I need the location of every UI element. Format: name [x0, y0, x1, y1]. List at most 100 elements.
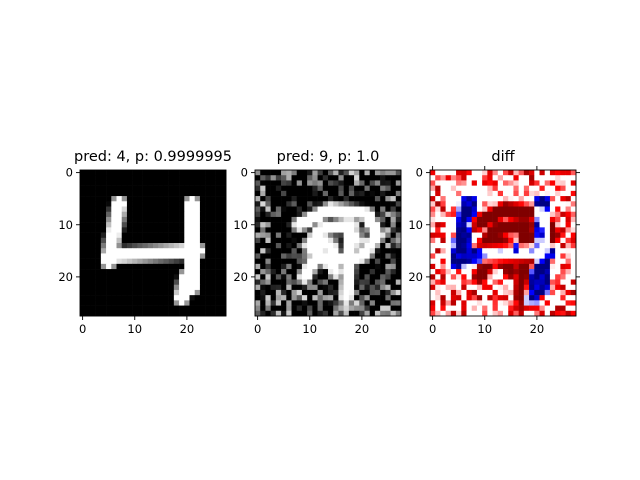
adversarial-pixel: [359, 206, 365, 213]
adversarial-pixel: [374, 180, 381, 186]
original-pixel: [111, 175, 117, 181]
diff-pixel: [523, 206, 530, 213]
original-pixel: [173, 248, 180, 254]
adversarial-pixel: [265, 295, 271, 301]
adversarial-pixel: [265, 289, 271, 296]
original-pixel: [153, 289, 159, 296]
diff-pixel: [482, 263, 488, 270]
adversarial-pixel: [307, 185, 313, 192]
original-pixel: [100, 310, 107, 317]
original-pixel: [90, 170, 96, 176]
original-pixel: [168, 300, 175, 306]
diff-pixel: [518, 248, 525, 254]
original-pixel: [173, 196, 180, 202]
adversarial-pixel: [354, 222, 360, 228]
adversarial-pixel: [260, 284, 266, 291]
original-pixel: [80, 279, 86, 286]
adversarial-pixel: [301, 237, 308, 244]
adversarial-pixel: [380, 180, 386, 186]
x-tick-label: 0: [79, 322, 86, 336]
adversarial-pixel: [374, 206, 381, 213]
diff-pixel: [497, 300, 504, 306]
diff-pixel: [487, 279, 493, 286]
diff-pixel: [466, 196, 473, 202]
original-pixel: [189, 263, 196, 270]
diff-pixel: [430, 243, 436, 249]
adversarial-pixel: [255, 279, 261, 286]
original-pixel: [189, 248, 196, 254]
diff-pixel: [570, 206, 577, 213]
adversarial-pixel: [338, 180, 344, 186]
original-pixel: [85, 295, 91, 301]
original-pixel: [210, 190, 216, 197]
original-pixel: [95, 263, 102, 270]
original-pixel: [85, 227, 91, 233]
original-pixel: [147, 211, 154, 218]
diff-pixel: [450, 201, 457, 207]
diff-pixel: [471, 269, 478, 275]
y-tick-label: 10: [58, 218, 73, 232]
adversarial-pixel: [380, 243, 386, 249]
adversarial-pixel: [265, 237, 271, 244]
adversarial-pixel: [385, 170, 391, 176]
adversarial-pixel: [281, 284, 287, 291]
diff-pixel: [503, 232, 509, 239]
diff-pixel: [518, 305, 525, 312]
original-pixel: [116, 216, 123, 223]
adversarial-pixel: [328, 216, 334, 223]
adversarial-pixel: [265, 170, 271, 176]
adversarial-pixel: [275, 253, 282, 259]
diff-pixel: [518, 227, 525, 233]
original-pixel: [116, 175, 123, 181]
original-pixel: [116, 248, 123, 254]
adversarial-pixel: [291, 258, 298, 265]
diff-pixel: [476, 248, 483, 254]
adversarial-pixel: [348, 211, 355, 218]
original-pixel: [189, 185, 196, 192]
adversarial-pixel: [296, 175, 303, 181]
adversarial-pixel: [369, 237, 376, 244]
adversarial-pixel: [380, 170, 386, 176]
diff-pixel: [456, 243, 462, 249]
original-pixel: [158, 170, 164, 176]
adversarial-pixel: [395, 232, 402, 239]
diff-pixel: [549, 258, 556, 265]
adversarial-pixel: [390, 279, 397, 286]
adversarial-pixel: [265, 232, 271, 239]
diff-pixel: [471, 196, 478, 202]
diff-pixel: [492, 253, 499, 259]
original-pixel: [132, 180, 138, 186]
original-pixel: [210, 185, 216, 192]
diff-pixel: [539, 258, 546, 265]
original-pixel: [95, 274, 102, 280]
original-pixel: [142, 201, 149, 207]
diff-pixel: [549, 243, 556, 249]
diff-pixel: [518, 300, 525, 306]
adversarial-pixel: [385, 216, 391, 223]
original-pixel: [215, 196, 222, 202]
original-pixel: [205, 227, 211, 233]
original-pixel: [205, 211, 211, 218]
adversarial-pixel: [265, 206, 271, 213]
adversarial-pixel: [348, 253, 355, 259]
adversarial-pixel: [301, 170, 308, 176]
adversarial-pixel: [354, 232, 360, 239]
adversarial-pixel: [296, 289, 303, 296]
original-pixel: [179, 237, 185, 244]
adversarial-pixel: [281, 253, 287, 259]
adversarial-pixel: [307, 310, 313, 317]
adversarial-pixel: [364, 185, 371, 192]
original-pixel: [205, 289, 211, 296]
original-pixel: [132, 269, 138, 275]
adversarial-pixel: [380, 263, 386, 270]
original-pixel: [147, 295, 154, 301]
diff-pixel: [565, 258, 572, 265]
adversarial-pixel: [291, 248, 298, 254]
adversarial-pixel: [390, 284, 397, 291]
original-pixel: [199, 295, 206, 301]
diff-pixel: [565, 284, 572, 291]
diff-pixel: [482, 216, 488, 223]
original-pixel: [173, 232, 180, 239]
diff-pixel: [435, 206, 441, 213]
y-tick-label: 20: [408, 270, 423, 284]
